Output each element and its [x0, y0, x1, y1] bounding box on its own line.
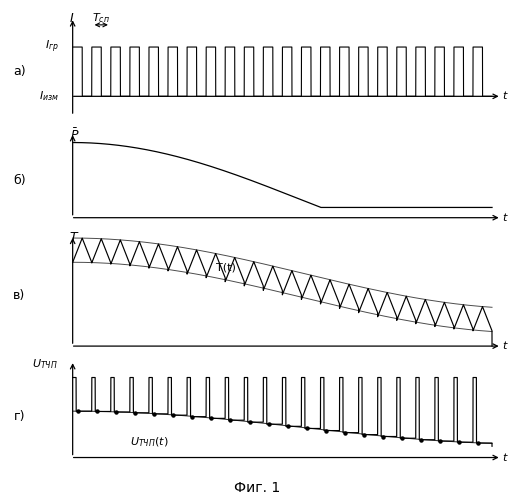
Text: Фиг. 1: Фиг. 1 — [234, 480, 281, 494]
Text: $I_{изм}$: $I_{изм}$ — [39, 90, 59, 103]
Text: I: I — [70, 12, 74, 25]
Text: $\bar{P}$: $\bar{P}$ — [70, 128, 79, 144]
Text: б): б) — [13, 174, 26, 186]
Text: $U_{ТЧП}(t)$: $U_{ТЧП}(t)$ — [130, 436, 168, 450]
Text: $T_{сп}$: $T_{сп}$ — [92, 12, 110, 26]
Text: t: t — [502, 341, 507, 351]
Text: $I_{гр}$: $I_{гр}$ — [45, 39, 59, 55]
Text: в): в) — [13, 289, 25, 302]
Text: t: t — [502, 452, 507, 462]
Text: T: T — [70, 230, 77, 243]
Text: г): г) — [13, 410, 25, 423]
Text: t: t — [502, 212, 507, 222]
Text: $U_{ТЧП}$: $U_{ТЧП}$ — [31, 357, 57, 371]
Text: T(t): T(t) — [216, 262, 235, 272]
Text: t: t — [502, 92, 507, 102]
Text: а): а) — [13, 65, 26, 78]
